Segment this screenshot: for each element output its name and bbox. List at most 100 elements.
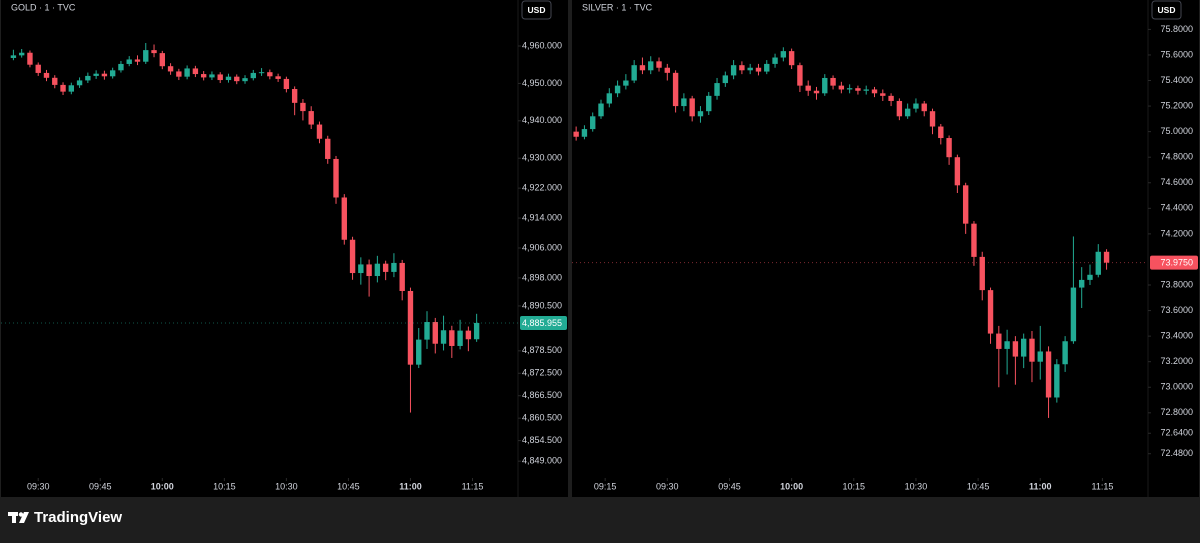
candle-body <box>325 138 331 159</box>
candle-body <box>1062 341 1068 365</box>
candle <box>1087 264 1093 286</box>
x-tick-label: 10:15 <box>843 481 866 491</box>
candle <box>424 311 430 349</box>
candle-body <box>217 74 223 81</box>
candle-body <box>382 263 389 272</box>
candle <box>1070 236 1077 344</box>
y-tick-label: 4,960.000 <box>522 40 562 50</box>
candle-body <box>68 85 75 92</box>
candle-body <box>871 89 878 94</box>
candle <box>258 68 265 76</box>
panel-right <box>572 0 1199 497</box>
candle-body <box>93 73 99 76</box>
candle-body <box>979 256 985 291</box>
candle-body <box>722 75 729 84</box>
candle <box>1037 325 1043 380</box>
candle-body <box>697 111 704 117</box>
candle <box>134 55 141 66</box>
candle-body <box>739 65 745 71</box>
candle-body <box>465 330 472 340</box>
candle <box>225 73 232 83</box>
candle-body <box>283 78 290 90</box>
candle <box>938 123 944 145</box>
candle-body <box>184 68 190 77</box>
candle-body <box>424 322 430 340</box>
candle-body <box>838 85 845 90</box>
y-tick-label: 4,898.000 <box>522 272 562 282</box>
candle-body <box>341 197 347 240</box>
candle <box>880 89 886 101</box>
candle <box>283 76 290 93</box>
x-tick-label: 11:15 <box>462 481 484 491</box>
y-tick-label: 4,906.000 <box>522 242 562 252</box>
candle-body <box>1095 251 1101 275</box>
candle <box>374 255 381 283</box>
candle <box>416 328 422 369</box>
candle <box>813 86 820 100</box>
candle-body <box>250 72 256 79</box>
candle <box>35 62 41 76</box>
x-tick-label: 09:15 <box>594 481 617 491</box>
x-tick-label: 09:45 <box>89 481 112 491</box>
candle <box>614 80 621 98</box>
candle-body <box>374 263 381 277</box>
candle-body <box>730 65 737 76</box>
candle <box>465 326 472 352</box>
candle-body <box>954 157 961 186</box>
candle-body <box>200 74 207 78</box>
x-tick-label: 10:30 <box>275 481 298 491</box>
candle <box>333 155 339 204</box>
y-tick-label: 75.4000 <box>1160 75 1193 85</box>
candle <box>1062 336 1068 372</box>
candle <box>979 251 985 301</box>
candle-body <box>780 51 787 58</box>
candle <box>830 75 836 90</box>
candle-body <box>614 85 621 94</box>
candle-body <box>714 83 720 96</box>
x-tick-label: 11:00 <box>399 481 422 491</box>
y-tick-label: 74.6000 <box>1160 177 1193 187</box>
candle <box>606 88 612 108</box>
panel-left <box>1 0 568 497</box>
candle-body <box>962 185 969 224</box>
currency-label: USD <box>1158 5 1176 15</box>
candle-body <box>938 126 944 139</box>
y-tick-label: 75.2000 <box>1160 100 1193 110</box>
candle <box>76 77 83 88</box>
y-tick-label: 4,872.500 <box>522 368 562 378</box>
candle <box>822 74 828 96</box>
brand[interactable]: TradingView <box>34 509 122 526</box>
y-tick-label: 4,930.000 <box>522 153 562 163</box>
candle-body <box>167 66 174 72</box>
candle <box>300 99 306 121</box>
candle <box>896 98 903 121</box>
candle-body <box>35 64 41 73</box>
candle <box>275 73 281 82</box>
x-tick-label: 10:15 <box>213 481 236 491</box>
candle-body <box>1020 338 1027 357</box>
y-tick-label: 75.0000 <box>1160 126 1193 136</box>
candle <box>1020 333 1027 369</box>
candle-body <box>176 71 182 77</box>
candle <box>971 221 977 266</box>
candle <box>176 68 182 81</box>
candle-body <box>706 95 712 112</box>
candle <box>382 260 389 281</box>
candle <box>996 325 1002 388</box>
candle-body <box>10 55 17 58</box>
candle <box>341 194 347 245</box>
candle <box>407 287 414 413</box>
candle-body <box>258 72 265 74</box>
candle-body <box>755 67 762 72</box>
y-tick-label: 73.6000 <box>1160 305 1193 315</box>
candle-body <box>639 65 646 71</box>
candle-body <box>457 330 463 346</box>
candle <box>714 77 720 100</box>
candle <box>325 135 331 164</box>
x-tick-label: 09:30 <box>656 481 679 491</box>
y-tick-label: 4,849.000 <box>522 456 562 466</box>
candle-body <box>449 330 455 346</box>
candle-body <box>987 290 994 334</box>
candle-body <box>192 68 199 75</box>
candle <box>432 317 438 354</box>
